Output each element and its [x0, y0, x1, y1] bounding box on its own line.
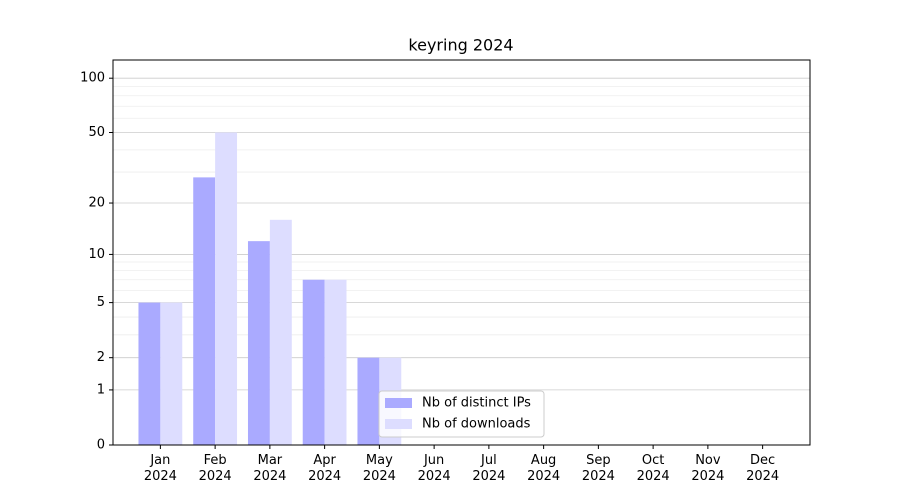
- y-tick-label: 2: [97, 350, 105, 365]
- legend-label: Nb of downloads: [422, 417, 531, 432]
- bar: [357, 357, 380, 445]
- bar: [160, 302, 183, 445]
- bar: [324, 279, 347, 445]
- x-tick-label: Apr 2024: [308, 453, 342, 484]
- plot-frame: [112, 59, 811, 446]
- y-tick-label: 5: [97, 295, 105, 310]
- y-tick-label: 10: [88, 247, 105, 262]
- legend-swatch: [385, 398, 412, 408]
- bar: [269, 219, 292, 445]
- x-tick-label: Jan 2024: [143, 453, 177, 484]
- y-tick-label: 1: [97, 382, 105, 397]
- x-tick-label: Aug 2024: [527, 453, 561, 484]
- y-tick-label: 20: [88, 196, 105, 211]
- legend-swatch: [385, 419, 412, 429]
- bar: [215, 132, 238, 445]
- x-tick-label: Dec 2024: [746, 453, 780, 484]
- bar: [302, 279, 325, 445]
- y-tick-label: 100: [80, 71, 105, 86]
- x-tick-label: Feb 2024: [198, 453, 232, 484]
- x-tick-label: May 2024: [362, 453, 396, 484]
- y-tick-label: 0: [97, 438, 105, 453]
- legend-box: [378, 390, 545, 438]
- chart-title: keyring 2024: [408, 36, 513, 55]
- x-tick-label: Sep 2024: [581, 453, 615, 484]
- legend-label: Nb of distinct IPs: [422, 396, 531, 411]
- x-tick-label: Mar 2024: [253, 453, 287, 484]
- bar: [138, 302, 161, 445]
- bar: [247, 241, 270, 445]
- bar: [193, 177, 216, 445]
- x-tick-label: Jun 2024: [417, 453, 451, 484]
- y-tick-label: 50: [88, 125, 105, 140]
- legend: Nb of distinct IPs Nb of downloads: [378, 390, 545, 438]
- x-tick-label: Jul 2024: [472, 453, 506, 484]
- x-tick-label: Nov 2024: [691, 453, 725, 484]
- x-tick-label: Oct 2024: [636, 453, 670, 484]
